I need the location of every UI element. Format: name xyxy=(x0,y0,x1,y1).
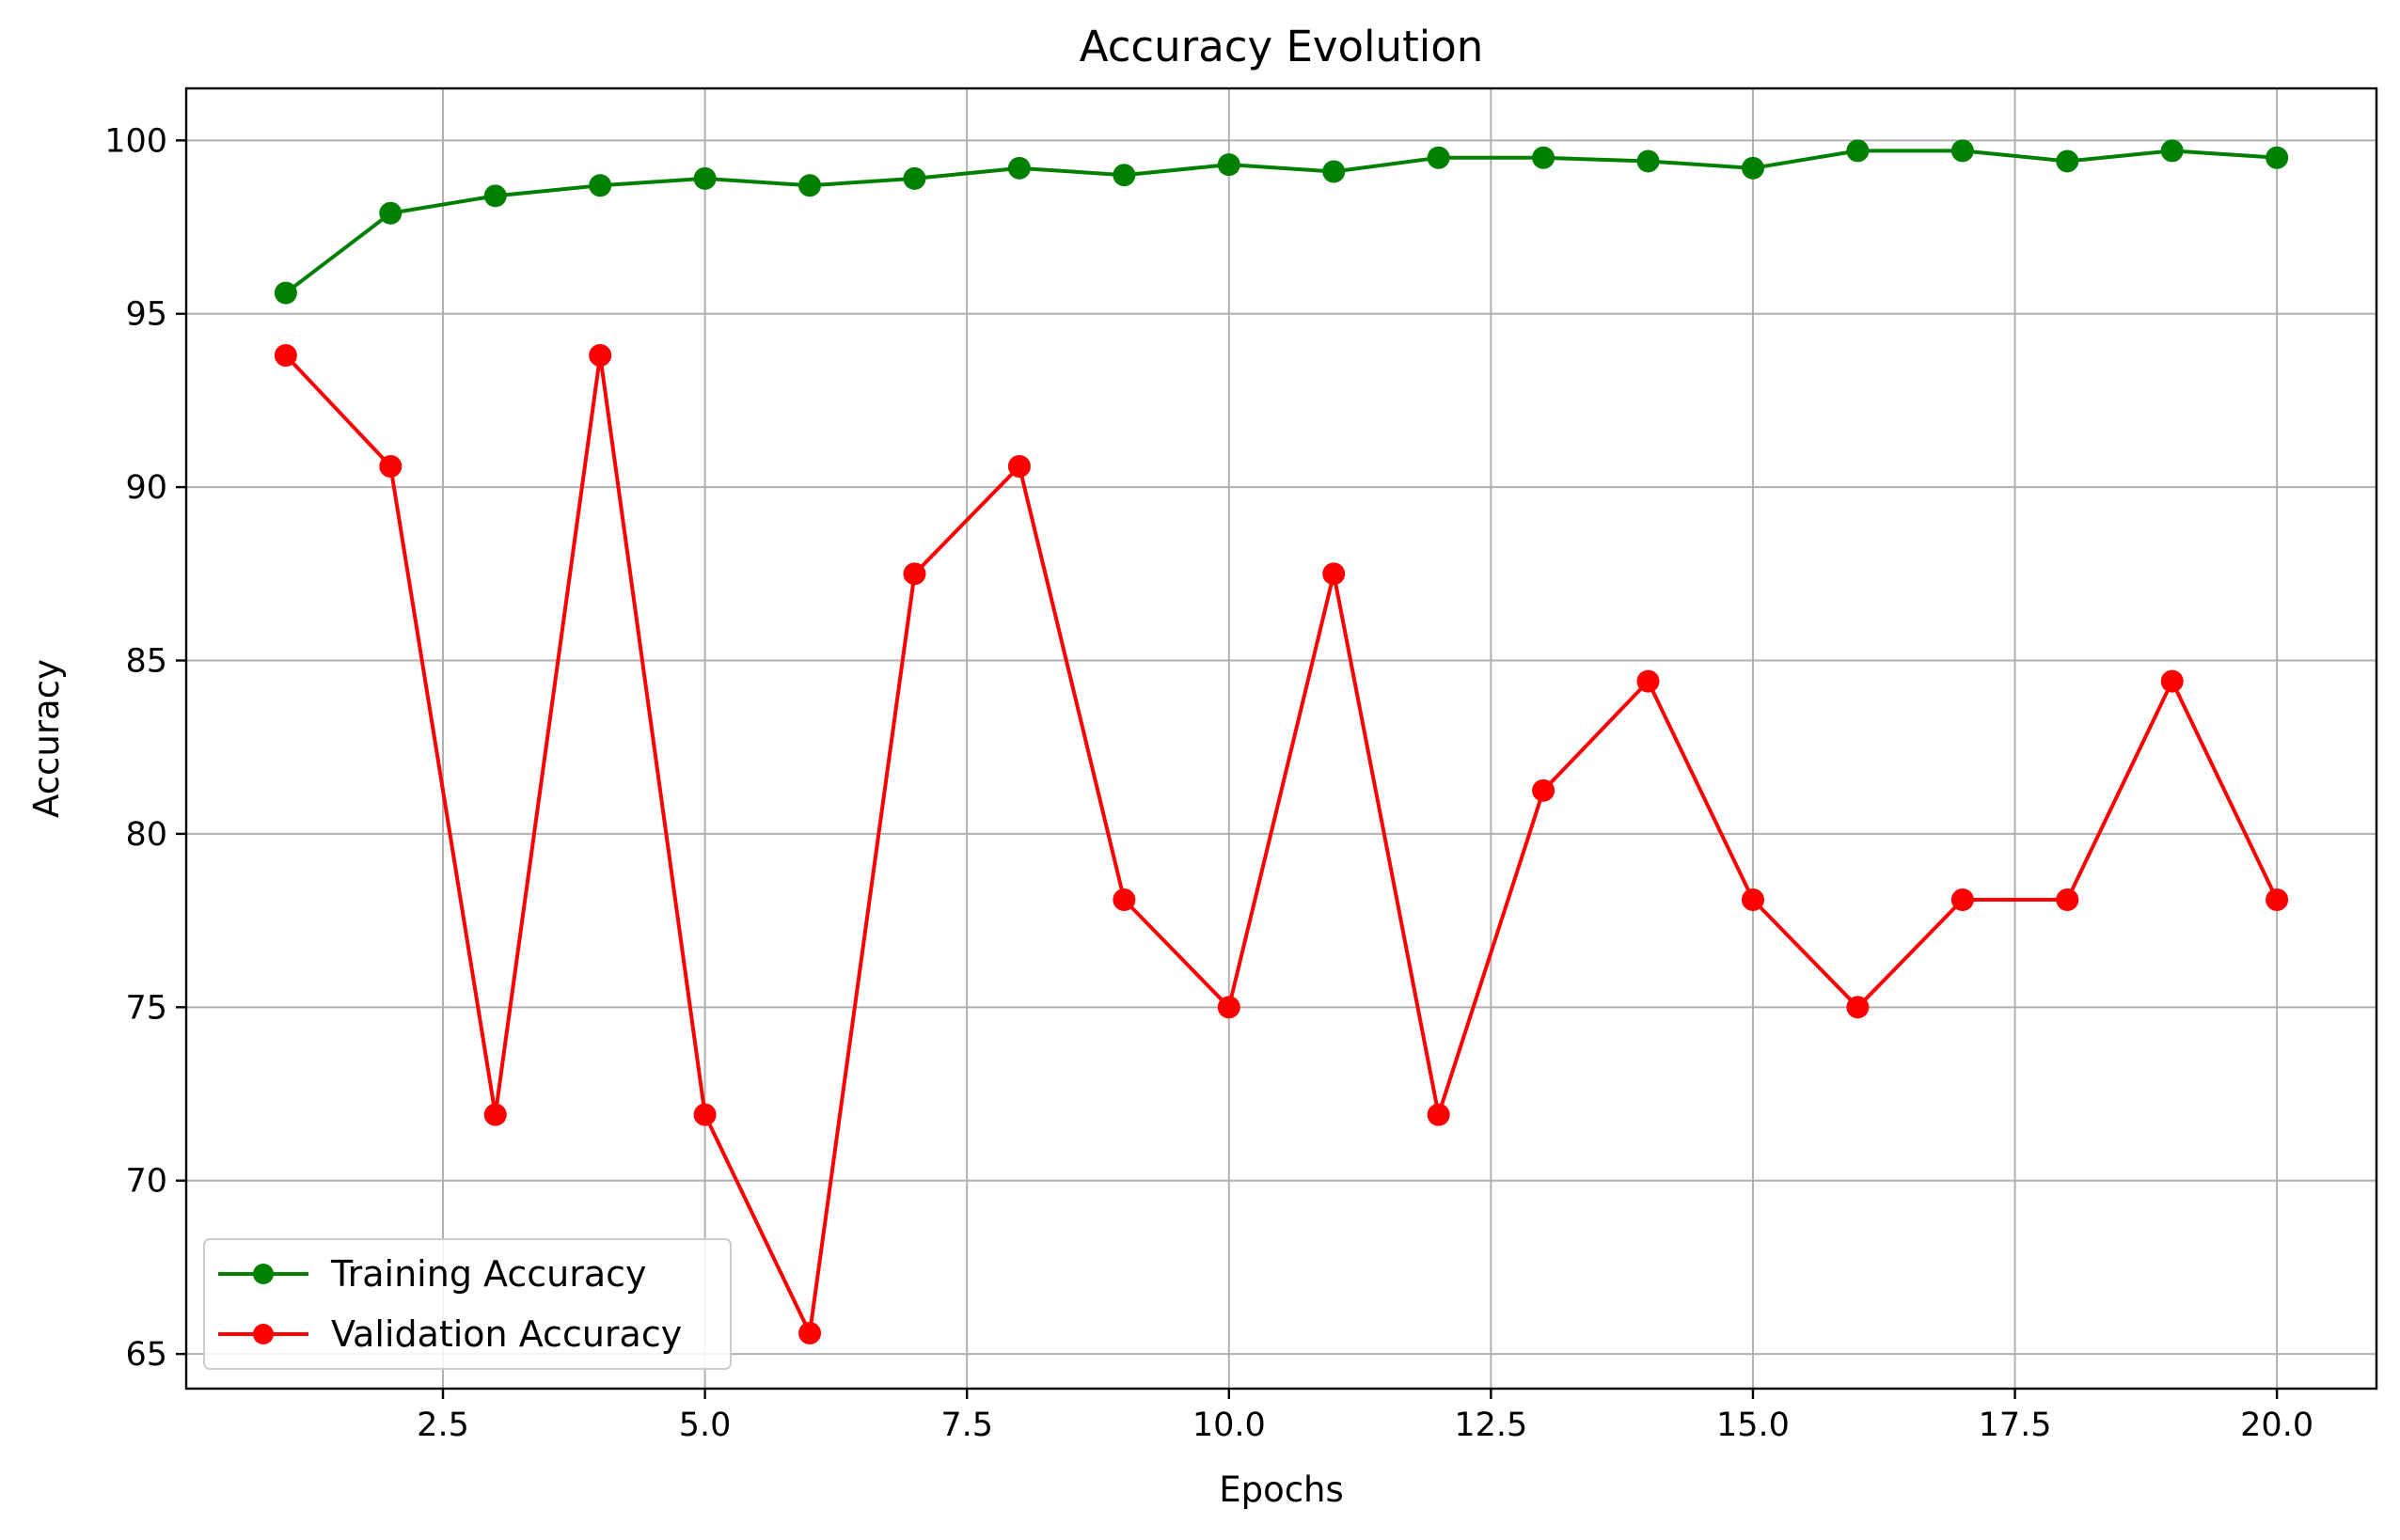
x-axis-label: Epochs xyxy=(1219,1469,1344,1510)
data-point xyxy=(2266,146,2289,169)
legend-marker-training xyxy=(253,1264,274,1284)
y-tick-label: 75 xyxy=(125,989,167,1027)
x-tick-label: 15.0 xyxy=(1716,1406,1790,1444)
data-point xyxy=(1532,778,1555,802)
y-tick-label: 85 xyxy=(125,643,167,681)
series-line xyxy=(284,149,2278,295)
data-point xyxy=(798,174,822,197)
data-point xyxy=(1950,139,1974,163)
data-point xyxy=(1322,562,1346,586)
x-tick-label: 5.0 xyxy=(679,1406,732,1444)
series-validation xyxy=(274,343,2289,1344)
data-point xyxy=(693,1103,717,1126)
data-point xyxy=(1217,153,1240,177)
data-point xyxy=(1007,156,1031,180)
data-point xyxy=(2266,888,2289,911)
data-point xyxy=(903,166,926,190)
data-point xyxy=(589,174,612,197)
data-point xyxy=(1322,160,1346,183)
data-point xyxy=(2160,669,2184,693)
x-tick-label: 10.0 xyxy=(1192,1406,1266,1444)
series-layer xyxy=(274,139,2289,1344)
y-tick-label: 100 xyxy=(104,122,167,160)
y-tick-label: 95 xyxy=(125,296,167,334)
legend-label-training: Training Accuracy xyxy=(330,1253,647,1295)
data-point xyxy=(274,343,297,367)
chart-title: Accuracy Evolution xyxy=(1080,22,1484,71)
legend: Training Accuracy Validation Accuracy xyxy=(203,1238,732,1370)
plot-frame xyxy=(184,86,2378,1391)
legend-marker-validation xyxy=(253,1324,274,1344)
data-point xyxy=(1636,669,1660,693)
data-point xyxy=(1846,996,1870,1019)
data-point xyxy=(589,343,612,367)
data-point xyxy=(1532,146,1555,169)
data-point xyxy=(1741,888,1764,911)
x-tick-label: 17.5 xyxy=(1979,1406,2052,1444)
data-point xyxy=(379,454,403,478)
y-tick-label: 70 xyxy=(125,1163,167,1201)
data-point xyxy=(1846,139,1870,163)
data-point xyxy=(1427,1103,1450,1126)
data-point xyxy=(693,166,717,190)
x-tick-label: 2.5 xyxy=(417,1406,469,1444)
series-line xyxy=(284,353,2279,1335)
x-tick-label: 7.5 xyxy=(940,1406,993,1444)
y-tick-label: 65 xyxy=(125,1336,167,1374)
legend-box xyxy=(203,1238,732,1370)
data-point xyxy=(798,1321,822,1344)
data-point xyxy=(1113,164,1136,187)
grid xyxy=(186,88,2376,1389)
series-training xyxy=(274,139,2289,305)
axis-ticks: 2.5 5.0 7.5 10.0 12.5 15.0 17.5 20.0 65 70 75 80 85 9… xyxy=(104,122,2313,1444)
data-point xyxy=(483,1103,507,1126)
data-point xyxy=(1007,454,1031,478)
data-point xyxy=(2056,888,2079,911)
data-point xyxy=(1636,149,1660,173)
data-point xyxy=(2160,139,2184,163)
y-axis-label: Accuracy xyxy=(26,659,67,818)
data-point xyxy=(1113,888,1136,911)
data-point xyxy=(1950,888,1974,911)
data-point xyxy=(1427,146,1450,169)
data-point xyxy=(274,281,297,305)
data-point xyxy=(1741,156,1764,180)
data-point xyxy=(379,201,403,225)
data-point xyxy=(2056,149,2079,173)
legend-label-validation: Validation Accuracy xyxy=(331,1313,682,1355)
x-tick-label: 12.5 xyxy=(1454,1406,1527,1444)
y-tick-label: 90 xyxy=(125,469,167,507)
y-tick-label: 80 xyxy=(125,816,167,854)
data-point xyxy=(483,184,507,208)
x-tick-label: 20.0 xyxy=(2240,1406,2313,1444)
data-point xyxy=(903,562,926,586)
data-point xyxy=(1217,996,1240,1019)
